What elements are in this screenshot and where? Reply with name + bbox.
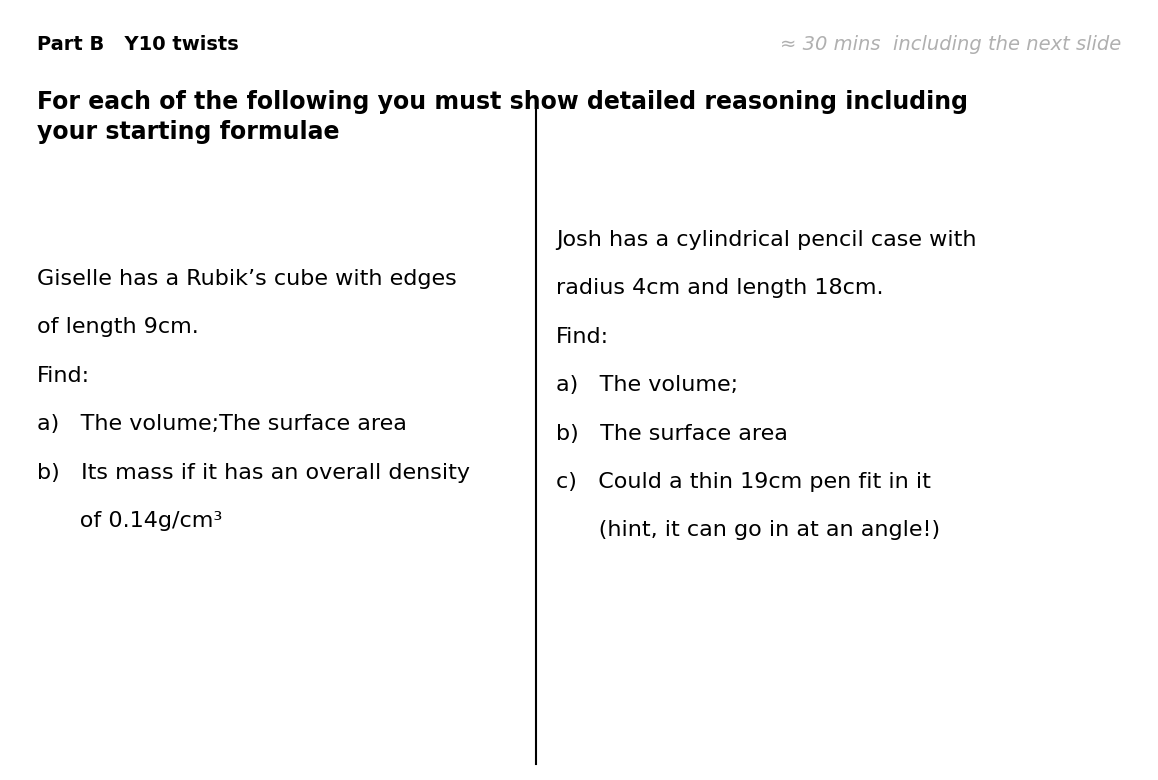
Text: For each of the following you must show detailed reasoning including
your starti: For each of the following you must show … xyxy=(37,90,968,144)
Text: Josh has a cylindrical pencil case with: Josh has a cylindrical pencil case with xyxy=(556,230,976,250)
Text: a)   The volume;The surface area: a) The volume;The surface area xyxy=(37,414,406,434)
Text: Find:: Find: xyxy=(37,366,90,386)
Text: ≈ 30 mins  including the next slide: ≈ 30 mins including the next slide xyxy=(779,35,1121,54)
Text: a)   The volume;: a) The volume; xyxy=(556,375,738,395)
Text: radius 4cm and length 18cm.: radius 4cm and length 18cm. xyxy=(556,278,884,299)
Text: of 0.14g/cm³: of 0.14g/cm³ xyxy=(37,511,222,531)
Text: (hint, it can go in at an angle!): (hint, it can go in at an angle!) xyxy=(556,520,940,541)
Text: Giselle has a Rubik’s cube with edges: Giselle has a Rubik’s cube with edges xyxy=(37,269,456,289)
Text: Part B   Y10 twists: Part B Y10 twists xyxy=(37,35,239,54)
Text: of length 9cm.: of length 9cm. xyxy=(37,317,199,338)
Text: c)   Could a thin 19cm pen fit in it: c) Could a thin 19cm pen fit in it xyxy=(556,472,931,492)
Text: b)   The surface area: b) The surface area xyxy=(556,424,787,444)
Text: b)   Its mass if it has an overall density: b) Its mass if it has an overall density xyxy=(37,463,470,483)
Text: Find:: Find: xyxy=(556,327,609,347)
